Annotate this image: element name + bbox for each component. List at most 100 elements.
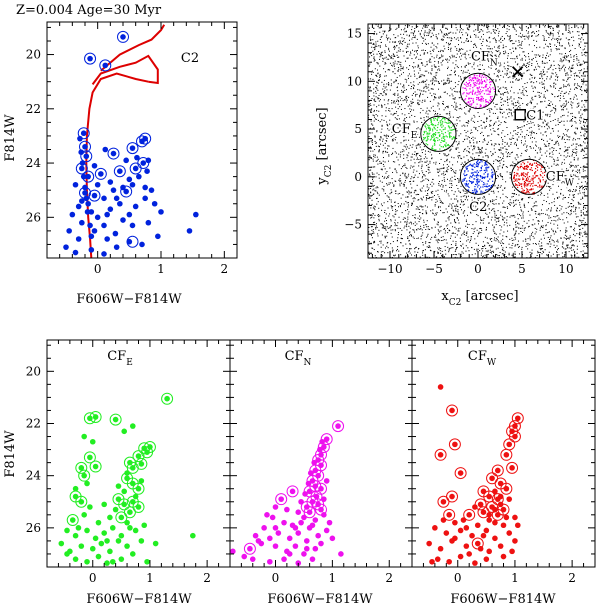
map-field-star bbox=[467, 62, 469, 64]
map-field-star bbox=[551, 128, 553, 130]
map-field-star bbox=[566, 80, 568, 82]
map-field-star bbox=[533, 124, 535, 126]
map-field-star bbox=[586, 125, 588, 127]
map-field-star bbox=[570, 209, 572, 211]
map-field-star bbox=[476, 214, 478, 216]
map-field-star bbox=[454, 98, 456, 100]
map-field-star bbox=[557, 159, 559, 161]
map-field-star bbox=[455, 32, 457, 34]
map-field-star bbox=[388, 107, 390, 109]
map-field-star bbox=[437, 171, 439, 173]
map-field-star bbox=[574, 148, 576, 150]
map-field-star bbox=[532, 57, 534, 59]
map-field-star bbox=[415, 246, 417, 248]
map-field-star bbox=[553, 216, 555, 218]
map-field-star bbox=[440, 96, 442, 98]
map-field-star bbox=[514, 28, 516, 30]
map-field-star bbox=[571, 203, 573, 205]
map-field-star bbox=[425, 156, 427, 158]
map-field-star bbox=[500, 147, 502, 149]
map-field-star bbox=[434, 226, 436, 228]
map-field-star bbox=[427, 194, 429, 196]
map-field-star bbox=[381, 223, 383, 225]
map-field-star bbox=[379, 180, 381, 182]
map-field-star bbox=[568, 136, 570, 138]
map-field-star bbox=[522, 93, 524, 95]
map-field-star bbox=[521, 199, 523, 201]
map-field-star bbox=[554, 108, 556, 110]
map-field-star bbox=[437, 61, 439, 63]
map-field-star bbox=[416, 53, 418, 55]
map-field-star bbox=[479, 250, 481, 252]
map-field-star bbox=[467, 247, 469, 249]
map-field-star bbox=[435, 256, 437, 258]
map-x-axis-label: xC2 [arcsec] bbox=[441, 289, 518, 308]
map-field-star bbox=[463, 234, 465, 236]
map-field-star bbox=[374, 48, 376, 50]
map-field-star bbox=[495, 233, 497, 235]
map-field-star bbox=[410, 88, 412, 90]
map-field-star bbox=[506, 197, 508, 199]
map-field-star bbox=[468, 224, 470, 226]
map-field-star bbox=[385, 46, 387, 48]
map-field-star bbox=[369, 103, 371, 105]
map-field-star bbox=[444, 48, 446, 50]
map-field-star bbox=[418, 162, 420, 164]
map-field-star bbox=[371, 97, 373, 99]
map-field-star bbox=[533, 202, 535, 204]
map-field-star bbox=[480, 58, 482, 60]
map-field-star bbox=[434, 114, 436, 116]
map-field-star bbox=[371, 226, 373, 228]
map-field-star bbox=[394, 219, 396, 221]
map-field-star bbox=[371, 123, 373, 125]
map-field-star bbox=[438, 108, 440, 110]
map-field-star bbox=[494, 217, 496, 219]
map-field-star bbox=[515, 221, 517, 223]
c2-cmd-star-point bbox=[140, 160, 147, 166]
map-field-star bbox=[499, 108, 501, 110]
map-field-star bbox=[562, 241, 564, 243]
map-field-star bbox=[400, 182, 402, 184]
map-field-star bbox=[523, 51, 525, 53]
map-field-star bbox=[545, 144, 547, 146]
map-field-star bbox=[581, 100, 583, 102]
map-field-star bbox=[422, 27, 424, 29]
map-field-star bbox=[513, 234, 515, 236]
map-field-star bbox=[399, 124, 401, 126]
map-field-star bbox=[469, 63, 471, 65]
map-field-star bbox=[499, 186, 501, 188]
map-field-star bbox=[560, 58, 562, 60]
map-field-star bbox=[459, 116, 461, 118]
map-field-star bbox=[564, 58, 566, 60]
map-field-star bbox=[419, 143, 421, 145]
map-field-star bbox=[488, 222, 490, 224]
map-field-star bbox=[386, 223, 388, 225]
map-field-star bbox=[433, 48, 435, 50]
map-field-star bbox=[469, 49, 471, 51]
map-field-star bbox=[406, 95, 408, 97]
map-field-star bbox=[408, 225, 410, 227]
map-field-star bbox=[550, 187, 552, 189]
map-field-star bbox=[458, 180, 460, 182]
map-field-star bbox=[476, 250, 478, 252]
map-field-star bbox=[516, 57, 518, 59]
map-field-star bbox=[438, 196, 440, 198]
map-field-star bbox=[409, 39, 411, 41]
map-field-star bbox=[373, 60, 375, 62]
map-field-star bbox=[565, 55, 567, 57]
map-field-star bbox=[577, 75, 579, 77]
map-field-star bbox=[463, 149, 465, 151]
map-field-star bbox=[491, 56, 493, 58]
map-field-star bbox=[565, 150, 567, 152]
map-field-star bbox=[495, 50, 497, 52]
map-field-star bbox=[382, 60, 384, 62]
map-field-star bbox=[392, 229, 394, 231]
map-field-star bbox=[369, 197, 371, 199]
map-field-star bbox=[573, 240, 575, 242]
map-field-star bbox=[459, 31, 461, 33]
map-field-star bbox=[389, 89, 391, 91]
map-field-star bbox=[465, 113, 467, 115]
map-field-star bbox=[447, 155, 449, 157]
map-field-star bbox=[544, 24, 546, 26]
map-field-star bbox=[478, 115, 480, 117]
